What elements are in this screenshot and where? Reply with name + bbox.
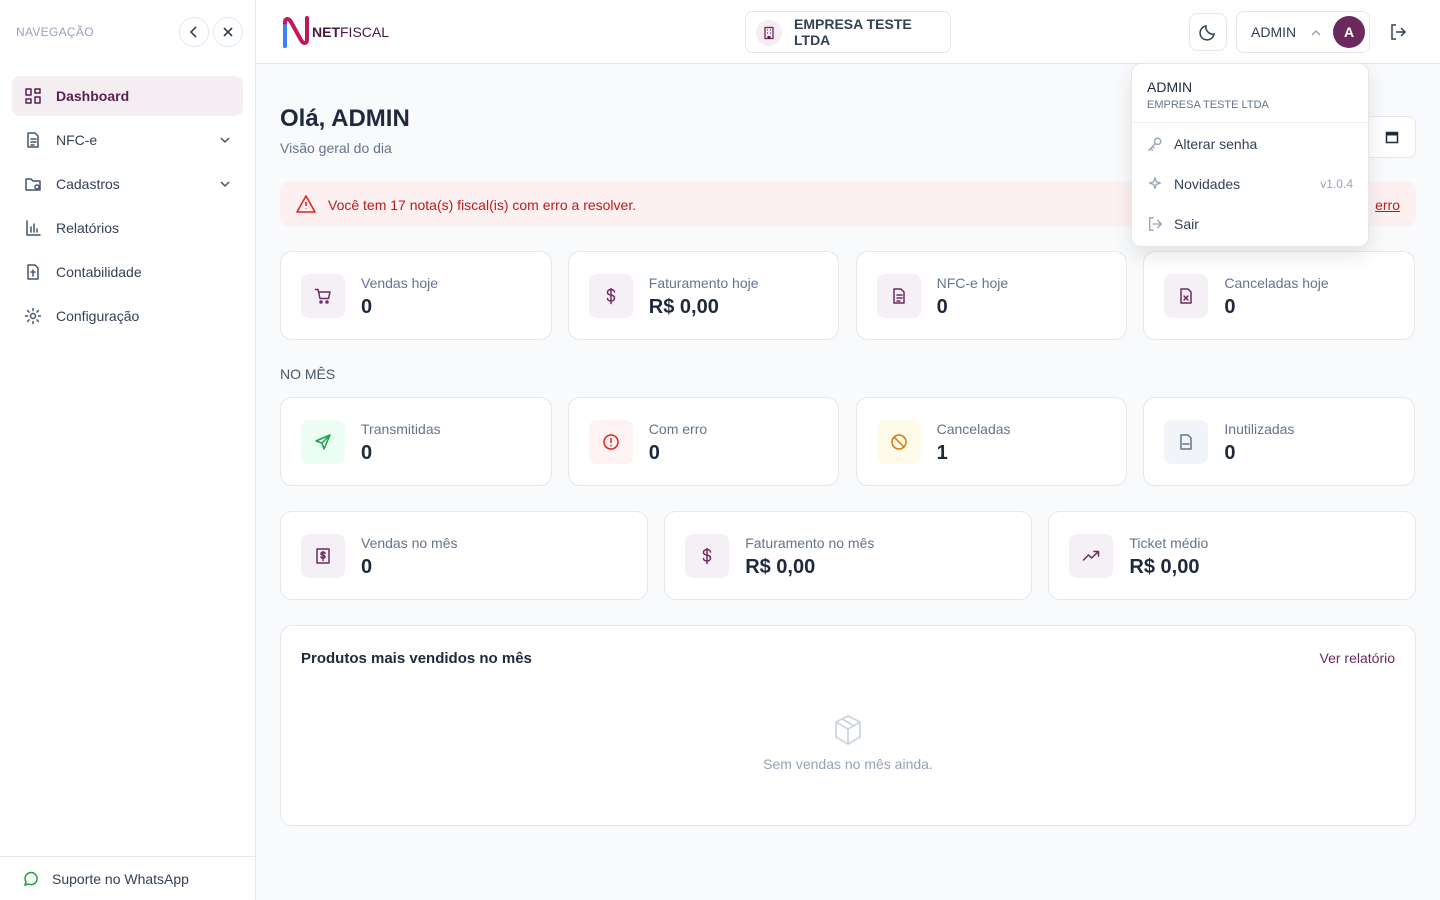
stat-value: 0 [1224, 442, 1236, 464]
section-title: NO MÊS [280, 366, 336, 382]
nav-label: Relatórios [56, 220, 120, 236]
stat-icon [301, 274, 345, 318]
company-selector[interactable]: EMPRESA TESTE LTDA [745, 11, 951, 53]
stat-label: Canceladas [936, 421, 1011, 437]
nav-label: Configuração [56, 308, 140, 324]
stat-card: NFC-e hoje 0 [855, 251, 1128, 340]
stat-label: Canceladas hoje [1224, 275, 1329, 291]
stat-label: Vendas hoje [361, 275, 439, 291]
menu-company: EMPRESA TESTE LTDA [1147, 99, 1269, 111]
stat-label: Ticket médio [1129, 535, 1209, 551]
logo-text: NETFISCAL [312, 24, 389, 40]
menu-name: ADMIN [1147, 79, 1193, 95]
user-name: ADMIN [1251, 24, 1297, 40]
logout-icon[interactable] [1389, 23, 1407, 41]
stat-label: Transmitidas [361, 421, 441, 437]
menu-label: Sair [1174, 216, 1199, 232]
logo-icon [283, 16, 309, 48]
stat-value: 0 [361, 442, 373, 464]
stat-label: Com erro [648, 421, 708, 437]
alert-text: Você tem 17 nota(s) fiscal(is) com erro … [328, 197, 637, 213]
stat-value: 0 [361, 556, 373, 578]
stat-icon [1069, 534, 1114, 578]
nav-item[interactable]: Dashboard [12, 76, 243, 116]
nav-item[interactable]: Contabilidade [12, 252, 243, 292]
nav-item[interactable]: Cadastros [12, 164, 243, 204]
stat-card: Faturamento hoje R$ 0,00 [567, 251, 840, 340]
logo-bold: NET [312, 24, 340, 40]
collapse-button[interactable] [179, 17, 209, 47]
stat-card: Canceladas 1 [855, 397, 1128, 486]
nav-item[interactable]: NFC-e [12, 120, 243, 160]
stat-label: Vendas no mês [361, 535, 458, 551]
stat-card: Faturamento no mês R$ 0,00 [664, 511, 1032, 600]
stat-icon [1164, 274, 1209, 318]
stat-card: Vendas no mês 0 [280, 511, 648, 600]
menu-item[interactable]: Alterar senha [1132, 124, 1368, 164]
stat-icon [1164, 420, 1209, 464]
sidebar-title: NAVEGAÇÃO [16, 25, 94, 39]
stat-card: Com erro 0 [567, 397, 840, 486]
menu-badge: v1.0.4 [1320, 177, 1353, 191]
nav-label: NFC-e [56, 132, 98, 148]
theme-toggle[interactable] [1189, 13, 1227, 51]
menu-label: Alterar senha [1174, 136, 1258, 152]
subtitle: Visão geral do dia [280, 140, 392, 156]
empty-text: Sem vendas no mês ainda. [763, 756, 933, 772]
stat-value: R$ 0,00 [745, 556, 816, 578]
stat-value: R$ 0,00 [1129, 556, 1200, 578]
sidebar: NAVEGAÇÃO Dashboard NFC-e Cadastros Relatór… [0, 0, 256, 900]
stat-card: Transmitidas 0 [280, 397, 552, 486]
stat-card: Inutilizadas 0 [1143, 397, 1415, 486]
panel-title: Produtos mais vendidos no mês [301, 650, 532, 667]
stat-icon [685, 534, 730, 578]
stat-label: Faturamento hoje [648, 275, 759, 291]
greeting: Olá, ADMIN [280, 105, 410, 132]
stat-icon [301, 534, 345, 578]
stat-icon [588, 274, 633, 318]
stat-label: Faturamento no mês [745, 535, 875, 551]
user-menu-button[interactable]: ADMIN A [1236, 11, 1370, 53]
stat-value: 1 [936, 442, 948, 464]
menu-item[interactable]: Novidades v1.0.4 [1132, 164, 1368, 204]
alert-link[interactable]: erro [1375, 197, 1400, 213]
products-panel: Produtos mais vendidos no mês Ver relató… [280, 625, 1416, 826]
menu-label: Novidades [1174, 176, 1241, 192]
stat-icon [588, 420, 633, 464]
stat-icon [301, 420, 345, 464]
stat-value: 0 [361, 296, 373, 318]
nav-item[interactable]: Relatórios [12, 208, 243, 248]
panel-link[interactable]: Ver relatório [1319, 650, 1395, 666]
stat-card: Vendas hoje 0 [280, 251, 552, 340]
stat-value: 0 [936, 296, 948, 318]
avatar: A [1333, 16, 1365, 48]
stat-card: Ticket médio R$ 0,00 [1048, 511, 1416, 600]
logo-rest: FISCAL [340, 24, 390, 40]
empty-icon [835, 715, 861, 745]
support-link[interactable]: Suporte no WhatsApp [0, 856, 255, 900]
stat-value: R$ 0,00 [648, 296, 719, 318]
stat-card: Canceladas hoje 0 [1143, 251, 1415, 340]
stat-value: 0 [648, 442, 660, 464]
nav-label: Dashboard [56, 88, 130, 104]
menu-item[interactable]: Sair [1132, 204, 1368, 244]
header: NETFISCAL EMPRESA TESTE LTDA ADMIN A [256, 0, 1440, 64]
stat-label: Inutilizadas [1224, 421, 1295, 437]
nav-label: Cadastros [56, 176, 120, 192]
close-button[interactable] [213, 17, 243, 47]
company-name: EMPRESA TESTE LTDA [794, 16, 912, 48]
stat-icon [876, 274, 921, 318]
stat-label: NFC-e hoje [936, 275, 1009, 291]
user-dropdown: ADMIN EMPRESA TESTE LTDA Alterar senha No… [1131, 63, 1369, 247]
stat-icon [876, 420, 921, 464]
support-text: Suporte no WhatsApp [52, 870, 189, 887]
nav-item[interactable]: Configuração [12, 296, 243, 336]
nav-label: Contabilidade [56, 264, 142, 280]
stat-value: 0 [1224, 296, 1236, 318]
